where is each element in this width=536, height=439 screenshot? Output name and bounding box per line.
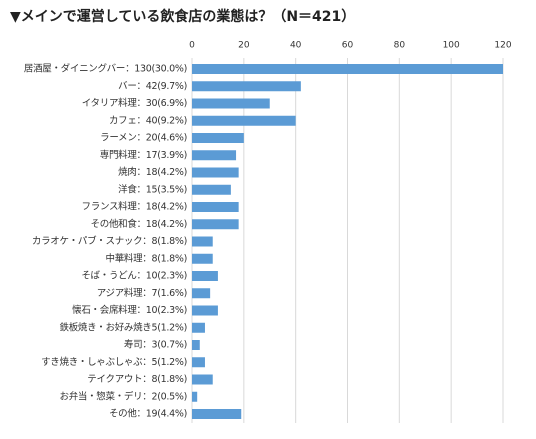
- y-tick-label: 焼肉：18(4.2%): [118, 166, 187, 178]
- y-tick-label: ラーメン：20(4.6%): [100, 133, 187, 144]
- bar: [192, 167, 239, 178]
- y-tick-label: その他和食：18(4.2%): [91, 218, 187, 230]
- y-tick-label: テイクアウト：8(1.8%): [87, 374, 187, 385]
- bar: [192, 253, 213, 264]
- bars: [192, 64, 503, 419]
- y-tick-label: イタリア料理：30(6.9%): [82, 97, 187, 109]
- bar: [192, 322, 205, 333]
- bar: [192, 202, 239, 212]
- y-tick-label: 居酒屋・ダイニングバー：130(30.0%): [24, 63, 187, 75]
- bar: [192, 98, 270, 109]
- y-tick-label: 洋食：15(3.5%): [118, 183, 187, 195]
- x-tick-label: 40: [290, 41, 302, 51]
- bar: [192, 81, 301, 92]
- bar: [192, 271, 218, 281]
- y-tick-label: そば・うどん：10(2.3%): [81, 271, 187, 282]
- bar: [192, 115, 296, 126]
- y-tick-label: カフェ：40(9.2%): [109, 115, 187, 126]
- y-tick-label: アジア料理：7(1.6%): [97, 287, 187, 299]
- bar: [192, 305, 218, 316]
- bar: [192, 133, 244, 143]
- bar: [192, 357, 205, 368]
- y-tick-label: お弁当・惣菜・デリ：2(0.5%): [60, 390, 188, 402]
- y-tick-label: バー：42(9.7%): [118, 81, 187, 92]
- bar: [192, 219, 239, 230]
- chart-title: ▼メインで運営している飲食店の業態は？（N＝421）: [10, 8, 355, 25]
- bar: [192, 236, 213, 247]
- bar: [192, 391, 198, 402]
- bar: [192, 340, 200, 350]
- x-tick-label: 20: [238, 41, 250, 51]
- bar: [192, 64, 503, 74]
- bar: [192, 150, 237, 161]
- bar: [192, 374, 213, 385]
- x-tick-label: 80: [394, 41, 406, 51]
- x-tick-label: 100: [443, 41, 460, 51]
- y-tick-label: 鉄板焼き・お好み焼き5(1.2%): [60, 321, 188, 333]
- x-tick-label: 60: [342, 41, 354, 51]
- y-tick-label: 中華料理：8(1.8%): [106, 252, 188, 264]
- y-tick-label: 懐石・会席料理：10(2.3%): [72, 304, 187, 316]
- y-tick-label: 寿司：3(0.7%): [124, 339, 187, 351]
- bar: [192, 184, 231, 195]
- y-tick-label: カラオケ・パブ・スナック：8(1.8%): [32, 235, 187, 247]
- x-tick-label: 0: [189, 41, 195, 51]
- bar: [192, 409, 242, 419]
- y-tick-label: 専門料理：17(3.9%): [100, 149, 187, 161]
- bar: [192, 288, 211, 299]
- x-tick-label: 120: [494, 41, 511, 51]
- y-tick-label: その他：19(4.4%): [109, 408, 187, 420]
- y-tick-label: フランス料理：18(4.2%): [82, 201, 187, 213]
- y-tick-label: すき焼き・しゃぶしゃぶ：5(1.2%): [41, 356, 187, 368]
